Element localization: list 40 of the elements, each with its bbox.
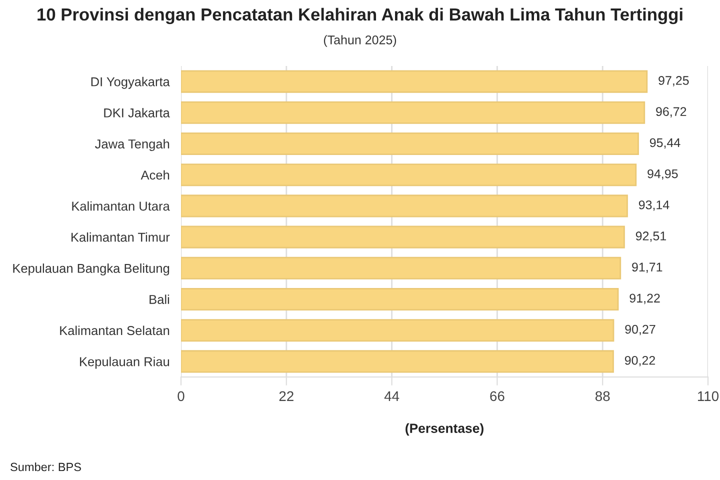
data-label: 95,44 <box>650 138 680 149</box>
bar <box>181 226 625 248</box>
x-tick-label: 44 <box>384 391 400 401</box>
y-tick-label: Kalimantan Timur <box>72 232 170 242</box>
data-label: 90,22 <box>624 356 655 366</box>
x-axis-title: (Persentase) <box>406 423 484 436</box>
y-tick-label: DI Yogyakarta <box>91 76 170 89</box>
data-label: 91,71 <box>632 262 662 273</box>
bar <box>181 101 646 124</box>
chart-title: 10 Provinsi dengan Pencatatan Kelahiran Anak di Bawah Lima Tahun Tertinggi <box>38 8 682 24</box>
bar <box>181 256 622 280</box>
bar <box>181 288 619 311</box>
x-tick-label: 66 <box>490 391 504 402</box>
y-tick-label: Aceh <box>140 170 170 180</box>
chart-subtitle: (Tahun 2025) <box>324 35 396 47</box>
y-tick-label: Kalimantan Selatan <box>60 326 170 336</box>
data-label: 94,95 <box>648 169 678 180</box>
x-tick-label: 88 <box>595 391 610 402</box>
text: Sumber: BPS <box>10 462 81 472</box>
y-tick-label: Kalimantan Utara <box>72 201 170 211</box>
bar <box>181 132 639 156</box>
y-tick-label: DKI Jakarta <box>104 108 170 118</box>
bar <box>181 164 637 186</box>
x-tick-label: 110 <box>698 391 719 402</box>
x-tick-label: 22 <box>279 391 294 401</box>
bar <box>181 350 614 373</box>
y-tick-label: Kepulauan Bangka Belitung <box>13 264 170 276</box>
bar <box>181 194 628 218</box>
data-label: 97,25 <box>658 76 689 86</box>
data-label: 96,72 <box>656 107 686 118</box>
bar <box>181 319 614 342</box>
data-label: 93,14 <box>638 200 670 211</box>
data-label: 92,51 <box>636 232 666 242</box>
y-tick-label: Kepulauan Riau <box>80 356 170 369</box>
y-tick-label: Jawa Tengah <box>95 139 170 152</box>
data-label: 91,22 <box>630 294 660 304</box>
y-tick-label: Bali <box>150 294 170 304</box>
data-label: 90,27 <box>625 324 656 336</box>
x-tick-label: 0 <box>178 391 184 402</box>
bar <box>181 70 648 93</box>
